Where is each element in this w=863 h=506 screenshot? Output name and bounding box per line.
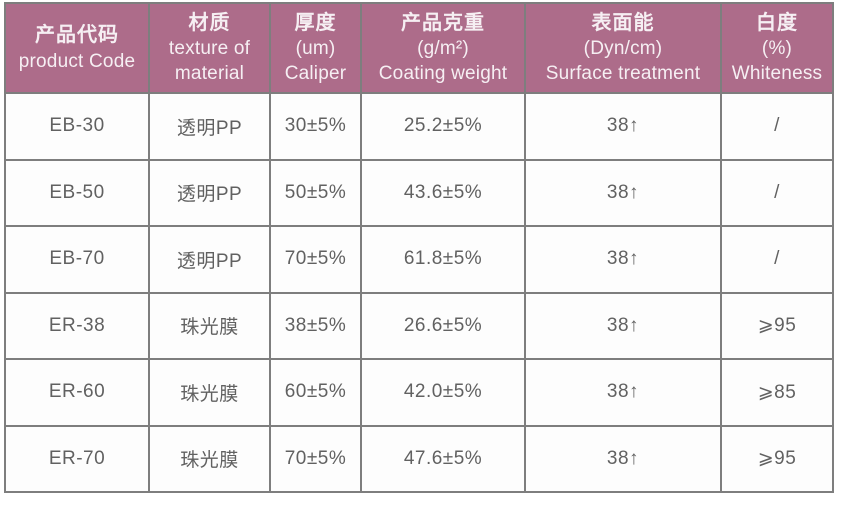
header-label-sub: Whiteness [731, 63, 823, 85]
cell-whiteness: / [720, 225, 834, 294]
header-label-cn: 厚度 [294, 11, 337, 34]
cell-caliper: 70±5% [269, 424, 362, 493]
cell-surface-treatment: 38↑ [524, 92, 722, 161]
cell-material: 珠光膜 [148, 291, 271, 360]
header-label-sub: material [174, 63, 245, 85]
cell-coating-weight: 61.8±5% [360, 225, 526, 294]
cell-coating-weight: 26.6±5% [360, 291, 526, 360]
cell-whiteness: / [720, 92, 834, 161]
header-row: 产品代码 product Code 材质 texture of material… [4, 2, 834, 94]
cell-coating-weight: 25.2±5% [360, 92, 526, 161]
product-spec-table: 产品代码 product Code 材质 texture of material… [4, 2, 834, 493]
table-row: ER-70 珠光膜 70±5% 47.6±5% 38↑ ⩾95 [4, 424, 834, 493]
header-label-cn: 产品克重 [401, 11, 485, 34]
cell-whiteness: ⩾95 [720, 424, 834, 493]
cell-surface-treatment: 38↑ [524, 424, 722, 493]
column-header-product-code: 产品代码 product Code [4, 2, 150, 94]
cell-product-code: ER-60 [4, 358, 150, 427]
cell-surface-treatment: 38↑ [524, 291, 722, 360]
cell-caliper: 38±5% [269, 291, 362, 360]
cell-whiteness: ⩾85 [720, 358, 834, 427]
cell-caliper: 70±5% [269, 225, 362, 294]
header-label-sub: Caliper [284, 63, 347, 85]
cell-material: 透明PP [148, 158, 271, 227]
header-label-cn: 表面能 [591, 11, 655, 34]
column-header-surface-treatment: 表面能 (Dyn/cm) Surface treatment [524, 2, 722, 94]
table-row: EB-30 透明PP 30±5% 25.2±5% 38↑ / [4, 92, 834, 161]
cell-product-code: EB-30 [4, 92, 150, 161]
header-label-sub: Surface treatment [545, 63, 701, 85]
cell-whiteness: ⩾95 [720, 291, 834, 360]
cell-surface-treatment: 38↑ [524, 358, 722, 427]
column-header-whiteness: 白度 (%) Whiteness [720, 2, 834, 94]
table-body: EB-30 透明PP 30±5% 25.2±5% 38↑ / EB-50 透明P… [4, 92, 834, 493]
cell-caliper: 50±5% [269, 158, 362, 227]
header-label-sub: (um) [295, 38, 336, 60]
table-header: 产品代码 product Code 材质 texture of material… [4, 2, 834, 94]
header-label-sub: (g/m²) [417, 38, 469, 60]
cell-caliper: 30±5% [269, 92, 362, 161]
cell-product-code: EB-50 [4, 158, 150, 227]
column-header-coating-weight: 产品克重 (g/m²) Coating weight [360, 2, 526, 94]
header-label-sub: product Code [18, 50, 136, 72]
header-label-cn: 产品代码 [35, 24, 119, 47]
cell-whiteness: / [720, 158, 834, 227]
cell-product-code: ER-70 [4, 424, 150, 493]
table-row: ER-60 珠光膜 60±5% 42.0±5% 38↑ ⩾85 [4, 358, 834, 427]
header-label-cn: 白度 [756, 11, 798, 34]
header-label-sub: Coating weight [378, 63, 508, 85]
cell-surface-treatment: 38↑ [524, 225, 722, 294]
header-label-sub: (Dyn/cm) [583, 38, 663, 60]
cell-caliper: 60±5% [269, 358, 362, 427]
column-header-caliper: 厚度 (um) Caliper [269, 2, 362, 94]
cell-coating-weight: 42.0±5% [360, 358, 526, 427]
table-row: ER-38 珠光膜 38±5% 26.6±5% 38↑ ⩾95 [4, 291, 834, 360]
header-label-cn: 材质 [188, 11, 231, 34]
cell-coating-weight: 47.6±5% [360, 424, 526, 493]
cell-material: 珠光膜 [148, 358, 271, 427]
column-header-material: 材质 texture of material [148, 2, 271, 94]
header-label-sub: texture of [168, 38, 251, 60]
table-row: EB-70 透明PP 70±5% 61.8±5% 38↑ / [4, 225, 834, 294]
cell-product-code: ER-38 [4, 291, 150, 360]
cell-coating-weight: 43.6±5% [360, 158, 526, 227]
cell-product-code: EB-70 [4, 225, 150, 294]
header-label-sub: (%) [761, 38, 793, 60]
cell-surface-treatment: 38↑ [524, 158, 722, 227]
cell-material: 透明PP [148, 92, 271, 161]
cell-material: 透明PP [148, 225, 271, 294]
cell-material: 珠光膜 [148, 424, 271, 493]
table-row: EB-50 透明PP 50±5% 43.6±5% 38↑ / [4, 158, 834, 227]
